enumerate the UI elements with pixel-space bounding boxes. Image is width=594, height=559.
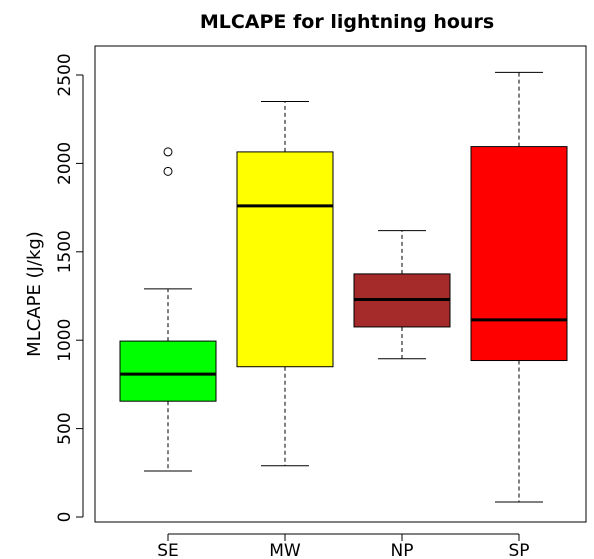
x-tick-label: NP bbox=[391, 541, 414, 559]
y-tick-label: 2000 bbox=[55, 142, 75, 185]
boxes-layer bbox=[119, 71, 568, 503]
box-mw bbox=[236, 151, 334, 368]
plot-frame bbox=[94, 45, 587, 523]
outlier-point bbox=[163, 147, 173, 157]
y-tick-label: 1500 bbox=[55, 230, 75, 273]
y-tick-label: 500 bbox=[55, 412, 75, 444]
x-tick-label: MW bbox=[269, 541, 301, 559]
y-axis-label: MLCAPE (J/kg) bbox=[24, 231, 45, 357]
box-sp bbox=[470, 146, 568, 362]
chart-title: MLCAPE for lightning hours bbox=[200, 11, 494, 33]
y-tick-label: 1000 bbox=[55, 319, 75, 362]
x-tick-label: SP bbox=[508, 541, 529, 559]
outlier-point bbox=[163, 166, 173, 176]
y-tick-label: 2500 bbox=[55, 53, 75, 96]
x-tick-label: SE bbox=[157, 541, 179, 559]
y-tick-label: 0 bbox=[55, 512, 75, 523]
y-axis: 0 500 1000 1500 2000 2500 bbox=[55, 53, 84, 523]
box-se bbox=[119, 340, 217, 402]
x-axis: SE MW NP SP bbox=[157, 533, 530, 559]
